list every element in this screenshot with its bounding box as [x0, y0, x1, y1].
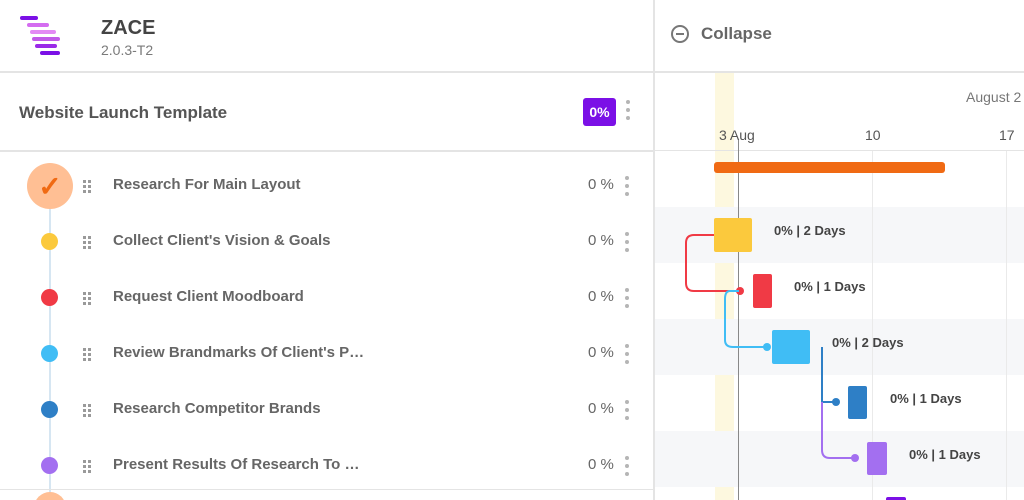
gantt-toolbar: Collapse	[655, 0, 1024, 73]
connector-endpoint	[832, 398, 840, 406]
task-more-icon[interactable]	[625, 400, 629, 420]
task-row[interactable]: Review Brandmarks Of Client's P… 0 %	[0, 325, 653, 381]
drag-handle-icon[interactable]	[83, 236, 91, 249]
task-progress: 0 %	[588, 176, 614, 193]
app-name: ZACE	[101, 17, 156, 39]
task-name[interactable]: Present Results Of Research To …	[113, 456, 360, 473]
task-status-dot[interactable]	[41, 401, 58, 418]
app-header: ZACE 2.0.3-T2	[0, 0, 653, 73]
task-bar[interactable]	[886, 497, 906, 500]
task-bar-label: 0% | 1 Days	[794, 279, 866, 294]
task-bar[interactable]	[867, 442, 887, 475]
task-bar[interactable]	[848, 386, 867, 419]
task-progress: 0 %	[588, 288, 614, 305]
task-progress: 0 %	[588, 344, 614, 361]
app-version: 2.0.3-T2	[101, 42, 154, 58]
timeline-day-label: 10	[865, 127, 881, 143]
connector-endpoint	[763, 343, 771, 351]
dependency-connectors	[685, 234, 859, 462]
next-section-status-icon[interactable]	[34, 492, 66, 500]
drag-handle-icon[interactable]	[83, 348, 91, 361]
task-row[interactable]: Request Client Moodboard 0 %	[0, 269, 653, 325]
task-more-icon[interactable]	[625, 232, 629, 252]
gantt-panel: Collapse August 2 3 Aug 10 17 0% | 2 Day…	[653, 0, 1024, 500]
task-progress: 0 %	[588, 456, 614, 473]
task-name[interactable]: Collect Client's Vision & Goals	[113, 232, 331, 249]
task-status-dot[interactable]	[41, 289, 58, 306]
collapse-icon[interactable]	[671, 25, 689, 43]
drag-handle-icon[interactable]	[83, 404, 91, 417]
task-name[interactable]: Review Brandmarks Of Client's P…	[113, 344, 365, 361]
task-more-icon[interactable]	[625, 176, 629, 196]
timeline-header-divider	[655, 150, 1024, 151]
task-bar-label: 0% | 1 Days	[909, 447, 981, 462]
connector-endpoint	[851, 454, 859, 462]
today-marker-line	[738, 140, 739, 500]
connector-endpoint	[736, 287, 744, 295]
task-bar-label: 0% | 2 Days	[774, 223, 846, 238]
task-name[interactable]: Research Competitor Brands	[113, 400, 321, 417]
collapse-button[interactable]: Collapse	[701, 24, 772, 43]
zace-logo-icon	[20, 16, 64, 58]
task-bar[interactable]	[772, 330, 810, 364]
drag-handle-icon[interactable]	[83, 460, 91, 473]
gantt-grid-line	[872, 150, 873, 500]
task-row[interactable]: Present Results Of Research To … 0 %	[0, 437, 653, 493]
gantt-grid-line	[1006, 150, 1007, 500]
project-summary-bar[interactable]	[714, 162, 945, 173]
timeline-day-label: 3 Aug	[719, 127, 755, 143]
section-divider	[0, 489, 653, 490]
task-bar-label: 0% | 2 Days	[832, 335, 904, 350]
task-bar-label: 0% | 1 Days	[890, 391, 962, 406]
task-status-dot[interactable]	[41, 233, 58, 250]
task-progress: 0 %	[588, 400, 614, 417]
task-bar[interactable]	[753, 274, 772, 308]
task-bar[interactable]	[714, 218, 752, 252]
task-list-panel: ZACE 2.0.3-T2 Website Launch Template 0%…	[0, 0, 653, 500]
drag-handle-icon[interactable]	[83, 180, 91, 193]
task-more-icon[interactable]	[625, 456, 629, 476]
timeline-day-label: 17	[999, 127, 1015, 143]
task-name[interactable]: Research For Main Layout	[113, 176, 301, 193]
task-row[interactable]: Collect Client's Vision & Goals 0 %	[0, 213, 653, 269]
task-more-icon[interactable]	[625, 288, 629, 308]
task-status-dot[interactable]	[41, 457, 58, 474]
checkmark-icon[interactable]: ✓	[27, 163, 73, 209]
project-progress-badge: 0%	[583, 98, 616, 126]
today-column	[715, 73, 734, 500]
task-progress: 0 %	[588, 232, 614, 249]
task-status-dot[interactable]	[41, 345, 58, 362]
gantt-row-band	[655, 319, 1024, 375]
project-title: Website Launch Template	[19, 103, 228, 122]
task-more-icon[interactable]	[625, 344, 629, 364]
timeline-month-label: August 2	[966, 89, 1022, 105]
drag-handle-icon[interactable]	[83, 292, 91, 305]
task-row[interactable]: ✓ Research For Main Layout 0 %	[0, 157, 653, 213]
task-row[interactable]: Research Competitor Brands 0 %	[0, 381, 653, 437]
project-more-icon[interactable]	[626, 100, 630, 120]
task-name[interactable]: Request Client Moodboard	[113, 288, 304, 305]
project-row[interactable]: Website Launch Template 0%	[0, 75, 653, 152]
